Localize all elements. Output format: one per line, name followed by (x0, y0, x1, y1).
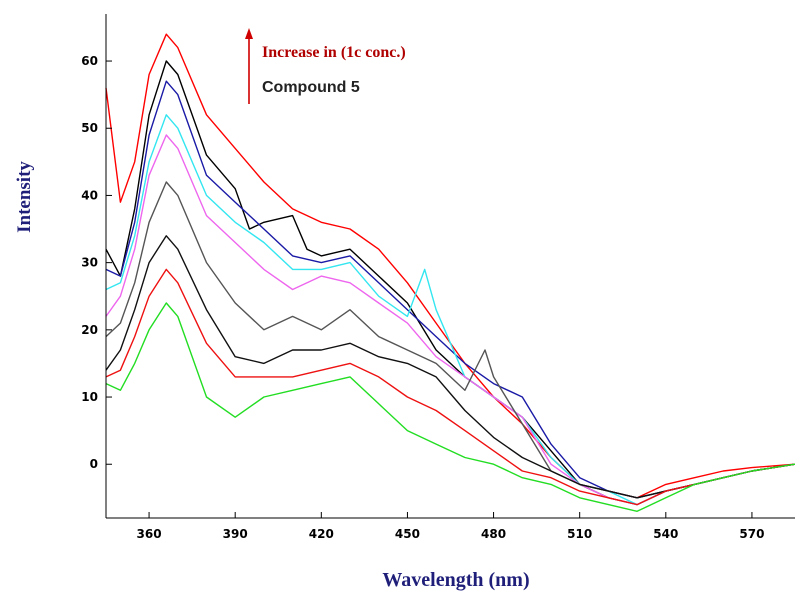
y-tick-label: 30 (81, 256, 98, 270)
series-line-3 (105, 80, 795, 499)
series-line-5 (105, 134, 795, 506)
increase-arrow-head (245, 28, 253, 39)
x-tick-label: 570 (739, 527, 764, 541)
axis-ticks: 360 390 420 450 480 510 540 570 0 10 20 30 40 50 60 (81, 54, 764, 541)
y-tick-label: 60 (81, 54, 98, 68)
y-tick-label: 0 (90, 457, 98, 471)
y-tick-label: 10 (81, 390, 98, 404)
x-tick-label: 510 (567, 527, 592, 541)
series-line-4 (105, 114, 795, 506)
x-tick-label: 360 (137, 527, 162, 541)
y-tick-label: 40 (81, 188, 98, 202)
legend-annotation: Increase in (1c conc.) Compound 5 (245, 28, 406, 104)
x-tick-label: 450 (395, 527, 420, 541)
series-line-2 (105, 60, 795, 506)
x-tick-label: 540 (653, 527, 678, 541)
arrow-label: Increase in (1c conc.) (262, 44, 406, 61)
series-line-1 (105, 33, 795, 499)
y-axis-title: Intensity (14, 161, 35, 233)
compound-label: Compound 5 (262, 79, 360, 96)
series-line-8 (105, 268, 795, 506)
x-tick-label: 420 (309, 527, 334, 541)
series-line-7 (105, 235, 795, 499)
x-tick-label: 390 (223, 527, 248, 541)
series-line-9 (105, 302, 795, 512)
y-tick-label: 50 (81, 121, 98, 135)
y-tick-label: 20 (81, 323, 98, 337)
x-axis-title: Wavelength (nm) (382, 569, 529, 591)
plot-area (105, 33, 795, 512)
x-tick-label: 480 (481, 527, 506, 541)
